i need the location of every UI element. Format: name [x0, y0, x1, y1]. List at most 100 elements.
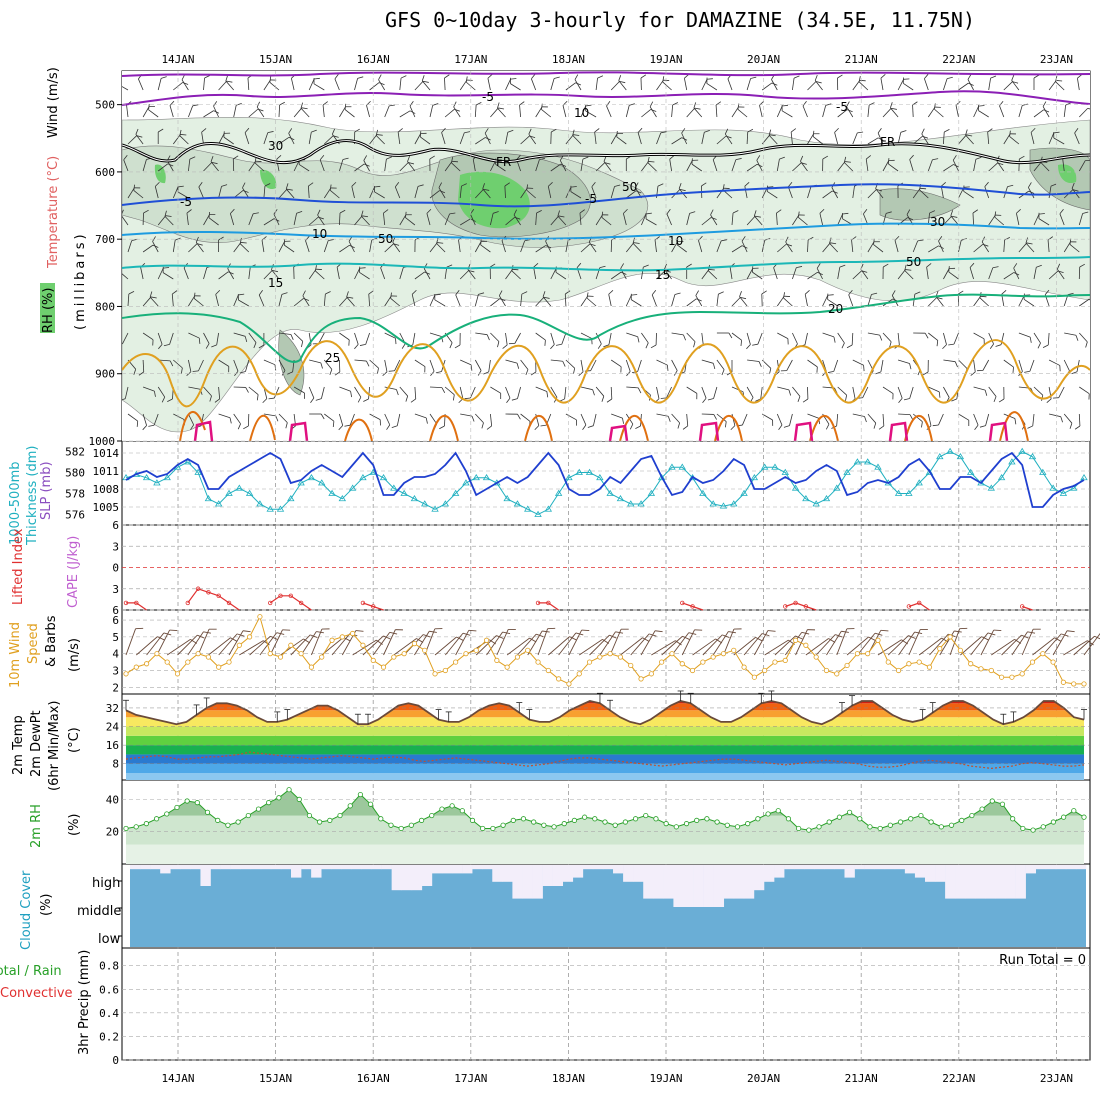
- barb-flag: [359, 266, 361, 273]
- barb-shaft: [1079, 386, 1090, 395]
- barb-flag: [623, 208, 628, 214]
- wind-barb: [293, 332, 304, 348]
- surface-barb-flag: [456, 636, 464, 641]
- contour-25: [122, 339, 1090, 408]
- barb-flag: [223, 131, 225, 138]
- barb-flag: [1037, 342, 1041, 349]
- wind-barb: [656, 131, 667, 145]
- barb-flag: [229, 417, 232, 424]
- barb-flag: [934, 106, 941, 108]
- wind-barb: [490, 386, 502, 400]
- thickness-line-point: [142, 473, 151, 481]
- barb-shaft: [1063, 359, 1070, 371]
- barb-shaft: [458, 240, 461, 253]
- wind-barb: [746, 128, 754, 145]
- barb-flag: [205, 343, 210, 349]
- barb-flag: [575, 419, 577, 426]
- rh-line-point: [622, 819, 628, 825]
- barb-flag: [637, 127, 643, 133]
- wind-speed-line-point: [1081, 681, 1087, 687]
- barb-shaft: [298, 164, 310, 172]
- barb-flag: [1016, 208, 1021, 214]
- barb-shaft: [263, 413, 276, 417]
- wind-barb: [1079, 107, 1090, 118]
- surface-barb-shaft: [774, 635, 796, 656]
- barb-flag: [374, 185, 375, 192]
- wind-barb: [511, 386, 521, 401]
- barb-flag: [192, 104, 199, 107]
- barb-shaft: [625, 359, 631, 372]
- barb-shaft: [686, 213, 690, 226]
- wind-barb: [354, 359, 370, 367]
- surface-wind-barb: [455, 629, 477, 656]
- wind-barb: [671, 413, 681, 429]
- barb-flag: [686, 263, 692, 268]
- wind-barb: [943, 129, 950, 145]
- barb-shaft: [1079, 108, 1088, 118]
- barb-shaft: [921, 133, 929, 145]
- barb-flag: [660, 397, 667, 399]
- barb-shaft: [550, 215, 559, 226]
- rh-line-point: [245, 812, 251, 819]
- wind-barb: [753, 210, 763, 226]
- wind-barb: [258, 333, 265, 349]
- chart-title: GFS 0~10day 3-hourly for DAMAZINE (34.5E…: [385, 8, 976, 32]
- cloud-clear-bar: [311, 865, 322, 878]
- wind-barb: [1052, 386, 1065, 399]
- rh-line-point: [1040, 824, 1046, 830]
- barb-shaft: [656, 132, 662, 145]
- barb-shaft: [731, 386, 744, 393]
- wind-barb: [890, 102, 899, 118]
- barb-shaft: [852, 413, 865, 417]
- barb-shaft: [744, 186, 748, 199]
- wind-barb: [716, 413, 727, 428]
- barb-shaft: [631, 299, 642, 307]
- wind-barb: [1053, 132, 1065, 145]
- barb-shaft: [837, 386, 847, 396]
- barb-shaft: [535, 213, 537, 226]
- surface-wind-barb: [960, 636, 989, 656]
- barb-shaft: [384, 413, 391, 426]
- barb-shaft: [781, 110, 793, 118]
- barb-flag: [407, 155, 410, 162]
- wind-barb: [419, 131, 431, 145]
- surface-barb-flag: [880, 629, 889, 632]
- barb-flag: [434, 293, 441, 296]
- barb-flag: [411, 289, 417, 295]
- thickness-line-point: [328, 489, 336, 496]
- barb-shaft: [233, 105, 237, 118]
- barb-shaft: [565, 240, 569, 253]
- cloud-clear-bar: [794, 865, 805, 870]
- wind-barb: [261, 236, 267, 253]
- wind-barb: [508, 332, 521, 345]
- thickness-line-point: [256, 500, 264, 507]
- wind-barb: [987, 128, 993, 145]
- barb-shaft: [555, 271, 567, 280]
- wind-barb: [542, 291, 552, 307]
- barb-flag: [464, 131, 471, 134]
- barb-shaft: [1040, 162, 1050, 172]
- wind-barb: [958, 134, 973, 145]
- wind-barb: [594, 128, 600, 145]
- wind-speed-line-point: [453, 659, 459, 665]
- wind-speed-line-point: [803, 642, 809, 648]
- thickness-line-point: [863, 458, 872, 465]
- barb-shaft: [308, 386, 315, 399]
- barb-shaft: [967, 79, 974, 91]
- wind-barb: [897, 78, 910, 91]
- barb-flag: [906, 209, 911, 215]
- surface-barb-shaft: [455, 630, 470, 656]
- barb-flag: [149, 291, 153, 298]
- barb-flag: [268, 397, 275, 400]
- barb-flag: [486, 425, 492, 430]
- barb-flag: [441, 127, 446, 133]
- barb-shaft: [547, 186, 552, 199]
- wind-barb: [645, 213, 657, 226]
- barb-shaft: [716, 413, 727, 422]
- barb-shaft: [550, 386, 558, 398]
- barb-flag: [285, 183, 289, 190]
- barb-flag: [136, 421, 139, 427]
- barb-flag: [728, 332, 733, 339]
- barb-flag: [357, 76, 364, 79]
- wind-barb: [1078, 211, 1089, 226]
